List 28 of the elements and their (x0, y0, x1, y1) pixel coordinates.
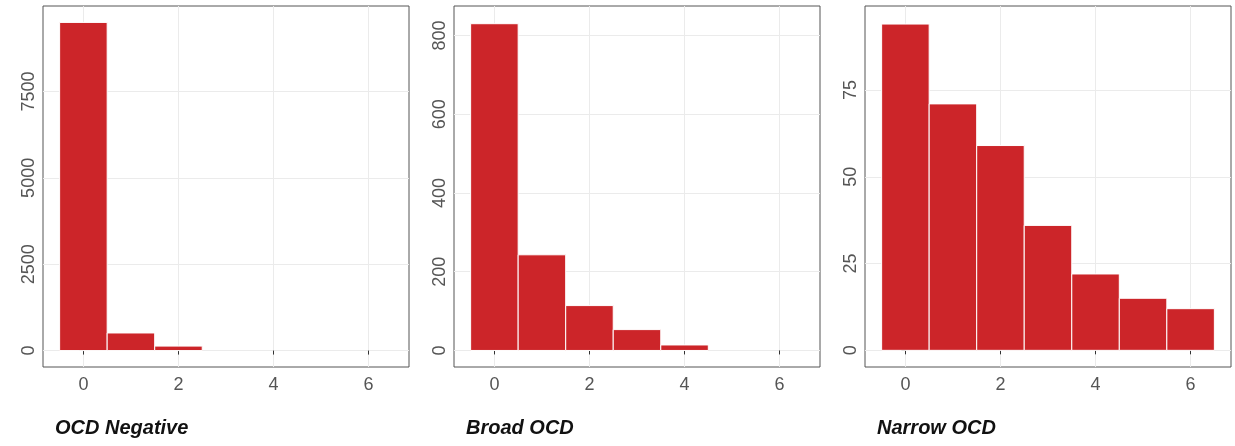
y-tick-label: 0 (840, 345, 860, 356)
y-tick-label: 600 (429, 99, 449, 130)
x-tick-label: 4 (679, 374, 690, 394)
x-tick-label: 2 (173, 374, 184, 394)
x-tick-label: 0 (78, 374, 89, 394)
x-axis-title: OCD Negative (55, 416, 189, 438)
x-tick-label: 2 (995, 374, 1006, 394)
x-tick-label: 6 (774, 374, 785, 394)
y-tick-label: 75 (840, 79, 860, 101)
y-tick-label: 400 (429, 177, 449, 209)
y-tick-label: 25 (840, 253, 860, 274)
x-tick-label: 6 (1185, 374, 1196, 394)
x-tick-label: 0 (489, 374, 500, 394)
x-tick-label: 4 (268, 374, 279, 394)
y-tick-label: 200 (429, 256, 449, 287)
y-tick-label: 7500 (18, 71, 38, 112)
x-tick-label: 4 (1090, 374, 1101, 394)
y-tick-label: 5000 (18, 157, 38, 198)
y-tick-label: 800 (429, 20, 449, 51)
y-tick-label: 0 (18, 345, 38, 356)
y-tick-label: 2500 (18, 244, 38, 285)
x-axis-title: Narrow OCD (877, 416, 996, 438)
y-tick-label: 0 (429, 345, 449, 356)
x-tick-label: 6 (363, 374, 374, 394)
x-axis-title: Broad OCD (466, 416, 574, 438)
y-tick-label: 50 (840, 166, 860, 187)
x-tick-label: 2 (584, 374, 595, 394)
x-tick-label: 0 (900, 374, 911, 394)
